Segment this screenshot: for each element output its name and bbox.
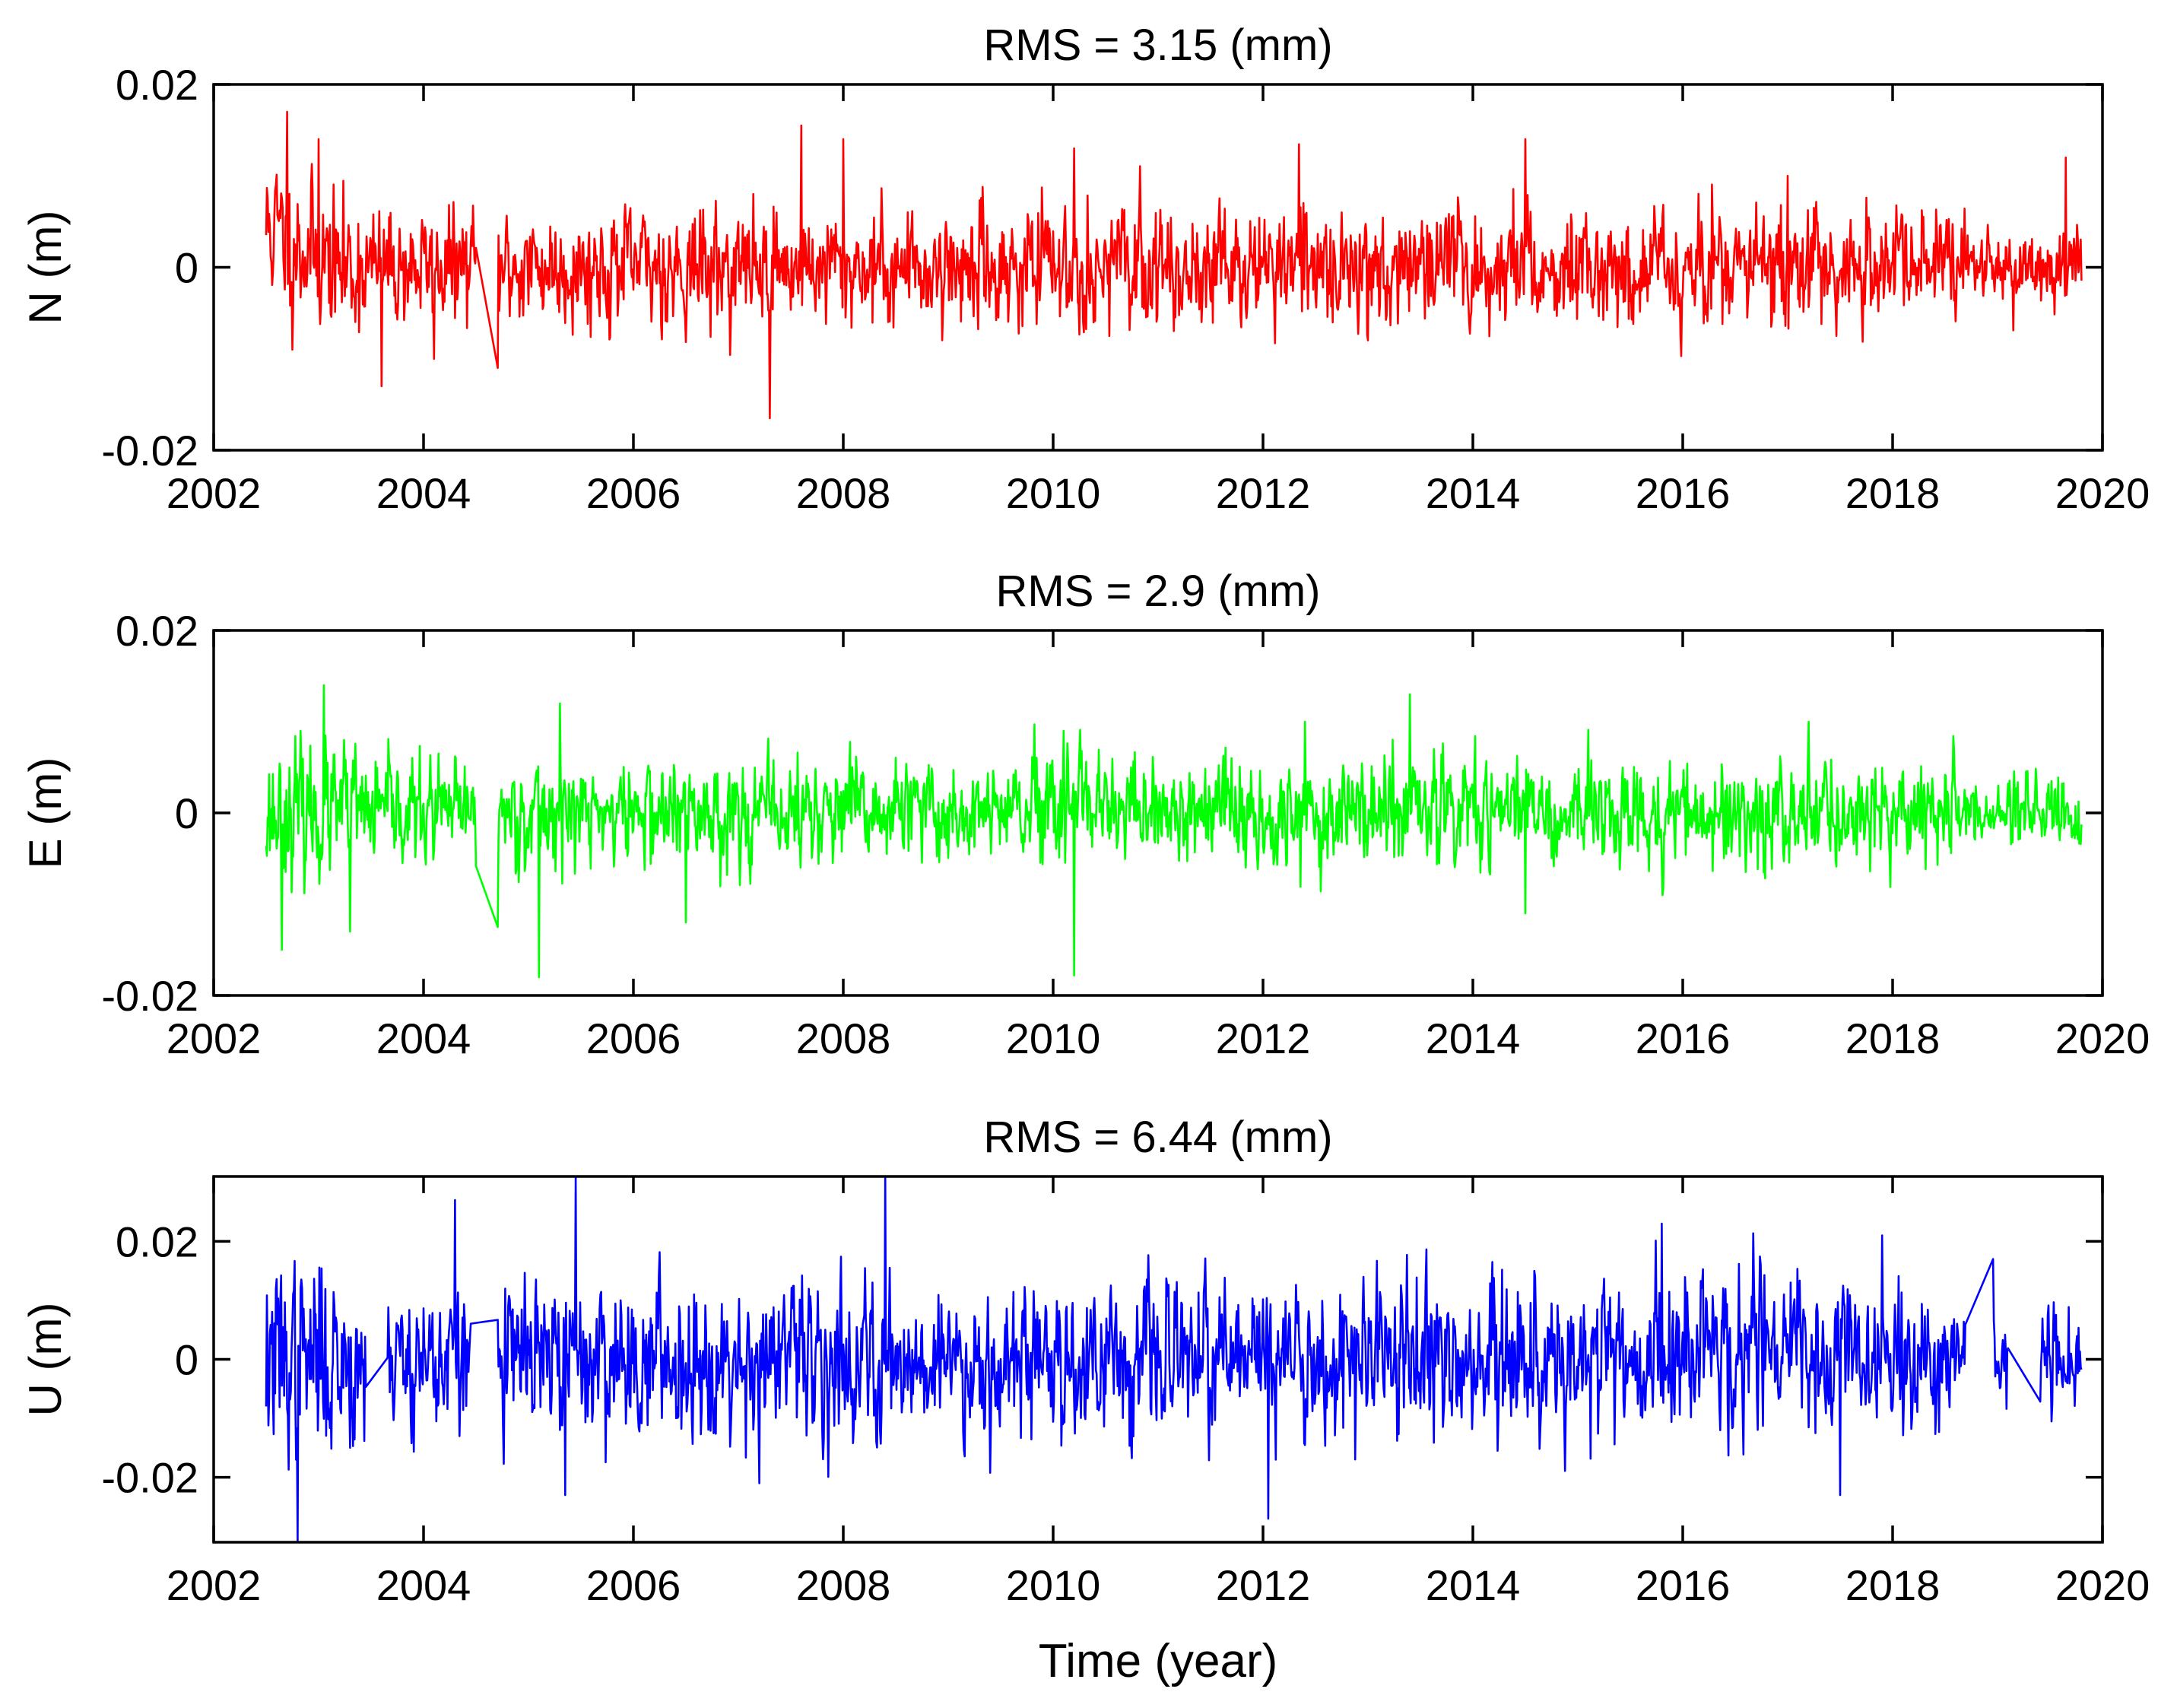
y-axis-label-e: E (m) [20,757,71,869]
x-axis-label: Time (year) [1039,1635,1278,1687]
x-tick-label: 2018 [1845,1014,1941,1062]
x-tick-label: 2006 [586,1561,681,1609]
x-tick-label: 2004 [376,469,471,517]
x-tick-label: 2008 [796,1561,891,1609]
x-tick-label: 2010 [1006,1561,1101,1609]
x-tick-label: 2020 [2055,1561,2150,1609]
x-tick-label: 2016 [1636,1014,1731,1062]
x-tick-label: 2004 [376,1014,471,1062]
series-line-n [265,110,2083,420]
panel-u: 2002 2004 2006 2008 2010 2012 2014 2016 2018 2020… [20,1113,2150,1609]
panel-n: 2002 2004 2006 2008 2010 2012 2014 2016 2018 2020… [20,21,2150,517]
x-tick-label: 2010 [1006,1014,1101,1062]
x-tick-label: 2016 [1636,1561,1731,1609]
y-tick-label: 0 [175,1336,198,1384]
x-tick-label: 2014 [1426,1561,1521,1609]
x-tick-label: 2014 [1426,1014,1521,1062]
y-tick-label: 0.02 [116,607,198,655]
x-tick-label: 2010 [1006,469,1101,517]
x-tick-label: 2018 [1845,1561,1941,1609]
panel-title-n: RMS = 3.15 (mm) [983,21,1332,70]
y-tick-label: 0.02 [116,1218,198,1265]
y-tick-label: -0.02 [101,427,198,475]
y-tick-label: 0 [175,789,198,837]
y-axis-label-n: N (m) [20,211,71,325]
x-tick-label: 2018 [1845,469,1941,517]
y-tick-label: 0 [175,244,198,292]
x-tick-label: 2016 [1636,469,1731,517]
x-tick-label: 2020 [2055,469,2150,517]
x-tick-label: 2014 [1426,469,1521,517]
series-line-u [265,1176,2083,1542]
panel-title-u: RMS = 6.44 (mm) [983,1113,1332,1162]
y-axis-label-u: U (m) [20,1303,71,1417]
x-tick-label: 2020 [2055,1014,2150,1062]
x-tick-label: 2008 [796,469,891,517]
panel-e: 2002 2004 2006 2008 2010 2012 2014 2016 2018 2020… [20,567,2150,1062]
x-tick-label: 2012 [1216,469,1311,517]
series-line-e [265,684,2083,979]
x-tick-label: 2006 [586,1014,681,1062]
x-tick-label: 2006 [586,469,681,517]
x-tick-label: 2012 [1216,1561,1311,1609]
y-tick-label: 0.02 [116,61,198,109]
x-tick-label: 2002 [167,1014,262,1062]
x-tick-label: 2002 [167,1561,262,1609]
y-tick-label: -0.02 [101,1454,198,1502]
x-tick-label: 2004 [376,1561,471,1609]
x-tick-label: 2008 [796,1014,891,1062]
x-tick-label: 2002 [167,469,262,517]
panel-title-e: RMS = 2.9 (mm) [996,567,1321,616]
x-tick-label: 2012 [1216,1014,1311,1062]
y-tick-label: -0.02 [101,972,198,1020]
